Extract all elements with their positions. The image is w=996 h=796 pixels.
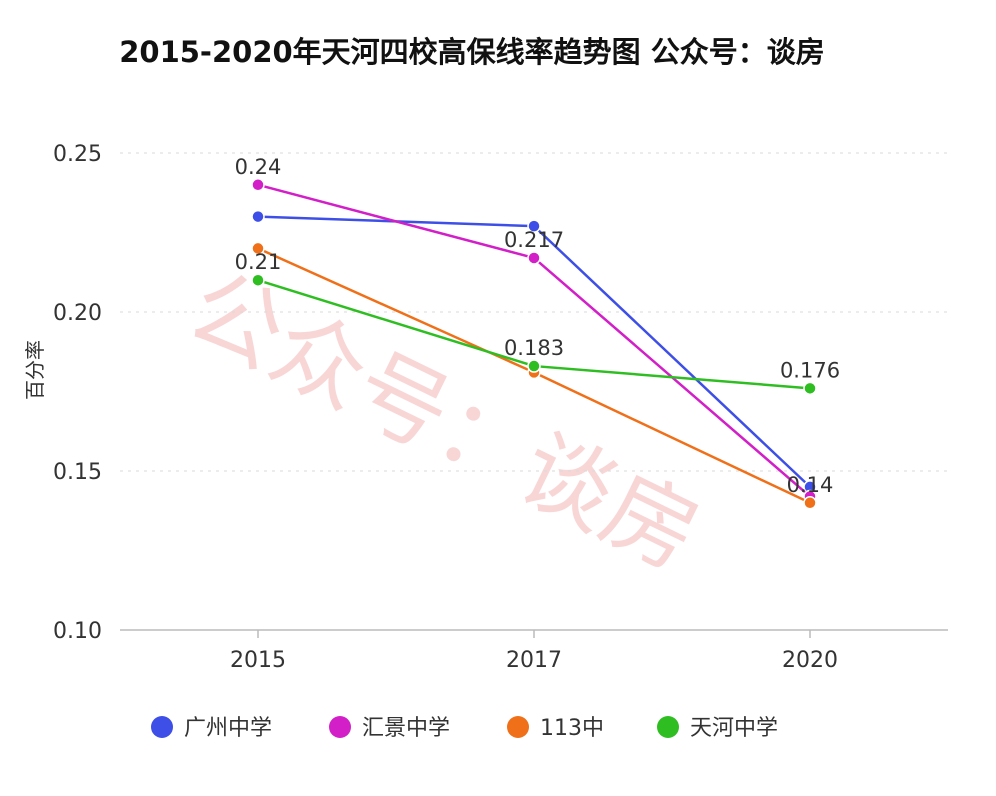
legend-label: 113中 <box>540 716 604 741</box>
y-tick-label: 0.25 <box>53 142 102 167</box>
data-point <box>527 359 541 373</box>
y-tick-label: 0.20 <box>53 301 102 326</box>
data-point <box>251 273 265 287</box>
x-tick-label: 2020 <box>782 648 838 673</box>
y-tick-label: 0.10 <box>53 619 102 644</box>
legend-marker <box>329 716 351 738</box>
legend-marker <box>657 716 679 738</box>
legend-label: 天河中学 <box>690 716 778 741</box>
legend-item[interactable]: 汇景中学 <box>329 716 450 741</box>
data-point <box>251 178 265 192</box>
data-label: 0.176 <box>780 358 840 382</box>
legend-marker <box>507 716 529 738</box>
data-point <box>803 496 817 510</box>
legend-label: 汇景中学 <box>362 716 450 741</box>
grid <box>120 152 948 472</box>
data-point <box>251 209 265 224</box>
data-labels: 0.24 0.217 0.14 0.21 0.183 0.176 <box>235 155 840 497</box>
data-point <box>527 219 541 233</box>
legend-label: 广州中学 <box>184 716 272 741</box>
series-group <box>251 178 817 510</box>
x-tick-label: 2015 <box>230 648 286 673</box>
data-label: 0.14 <box>787 473 834 497</box>
legend-item[interactable]: 广州中学 <box>151 716 272 741</box>
watermark-text: 公众号：谈房 <box>172 253 715 591</box>
legend-marker <box>151 716 173 738</box>
chart-title: 2015-2020年天河四校高保线率趋势图 公众号：谈房 <box>119 35 825 69</box>
legend-item[interactable]: 天河中学 <box>657 716 778 741</box>
data-point <box>251 241 265 256</box>
data-point <box>527 251 541 265</box>
legend[interactable]: 广州中学 汇景中学 113中 天河中学 <box>151 716 778 741</box>
legend-item[interactable]: 113中 <box>507 716 604 741</box>
watermark: 公众号：谈房 <box>172 253 715 591</box>
y-axis-label: 百分率 <box>23 340 47 400</box>
axes: 0.10 0.15 0.20 0.25 2015 2017 2020 <box>53 142 948 673</box>
data-label: 0.217 <box>504 228 564 252</box>
data-label: 0.21 <box>235 250 282 274</box>
data-label: 0.183 <box>504 336 564 360</box>
data-label: 0.24 <box>235 155 282 179</box>
data-point <box>803 381 817 396</box>
y-tick-label: 0.15 <box>53 460 102 485</box>
x-tick-label: 2017 <box>506 648 562 673</box>
